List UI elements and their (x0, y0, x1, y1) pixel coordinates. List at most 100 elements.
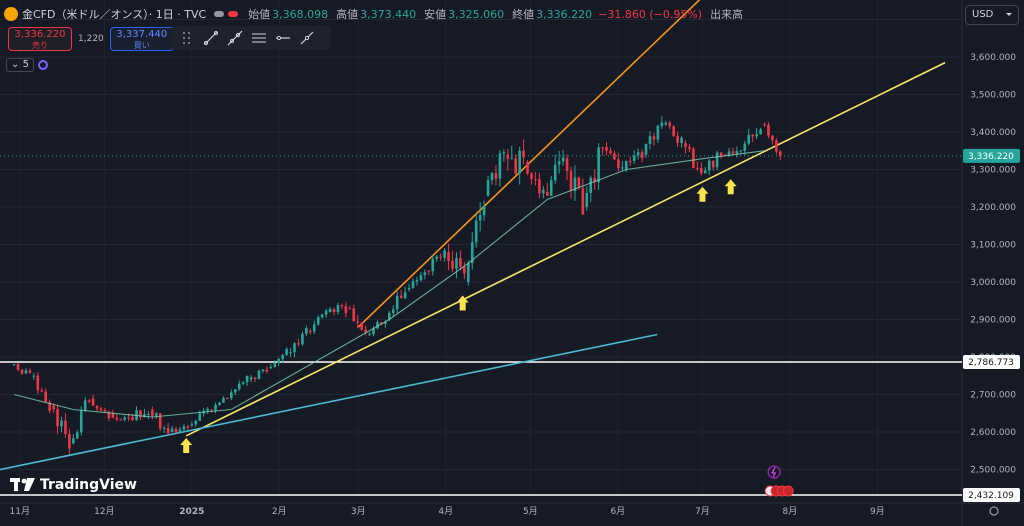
support-arrow-icon (696, 186, 709, 202)
candle-down (767, 124, 770, 136)
price-tag-label: 3,336.220 (968, 152, 1014, 162)
candle-up (261, 369, 265, 372)
visibility-toggle-icon[interactable] (214, 11, 225, 17)
event-lightning-icon[interactable] (767, 465, 781, 479)
tradingview-mark-icon (10, 478, 35, 491)
buy-price: 3,337.440 (116, 29, 168, 40)
candle-up (431, 258, 435, 272)
candle-up (376, 322, 379, 329)
candle-up (170, 428, 174, 433)
support-arrow-icon (456, 295, 469, 311)
candle-down (522, 150, 525, 158)
indicator-status-icon[interactable] (37, 60, 48, 70)
price-tag-label: 2,432.109 (968, 491, 1014, 501)
buy-label: 買い (133, 41, 150, 50)
candle-down (44, 391, 48, 403)
candle-up (372, 328, 375, 335)
y-tick-label: 2,900.000 (970, 316, 1016, 326)
candle-up (249, 377, 253, 380)
market-status-icon[interactable] (228, 11, 239, 17)
candle-up (324, 310, 328, 315)
trendline-blue[interactable] (0, 333, 658, 471)
horizontal-line-icon[interactable] (275, 30, 291, 46)
drag-handle-icon[interactable] (179, 30, 195, 46)
economic-event-icon[interactable] (782, 485, 794, 497)
low-value: 3,325.060 (448, 7, 505, 21)
candle-down (107, 411, 111, 419)
candle-up (198, 413, 202, 421)
support-arrow-icon (180, 438, 193, 454)
candle-down (763, 124, 766, 126)
y-tick-label: 2,700.000 (970, 391, 1016, 401)
candle-up (143, 414, 146, 418)
parallel-channel-icon[interactable] (251, 30, 267, 46)
candle-up (218, 402, 221, 405)
extended-line-icon[interactable] (299, 30, 315, 46)
candle-down (447, 252, 450, 261)
candle-up (411, 281, 415, 288)
indicator-count-value: 5 (22, 59, 29, 70)
y-tick-label: 3,600.000 (970, 53, 1016, 63)
symbol-title[interactable]: 金CFD（米ドル／オンス）· 1日 · TVC (22, 8, 207, 21)
candle-up (648, 136, 652, 144)
candle-down (119, 419, 123, 421)
candle-down (719, 152, 723, 157)
sell-button[interactable]: 3,336.220 売り (8, 27, 72, 51)
candle-up (403, 292, 407, 299)
candle-down (158, 413, 162, 429)
candle-down (380, 322, 383, 324)
candle-up (230, 392, 233, 399)
buy-button[interactable]: 3,337.440 買い (109, 27, 174, 51)
candle-down (265, 369, 269, 372)
candle-up (336, 305, 340, 313)
candle-up (83, 400, 87, 411)
candle-up (277, 359, 281, 363)
trend-line-icon[interactable] (203, 30, 219, 46)
candle-down (16, 364, 20, 370)
currency-select[interactable]: USD (965, 5, 1019, 25)
candle-up (320, 314, 324, 318)
candle-down (605, 147, 608, 151)
candle-down (95, 405, 99, 409)
candle-down (593, 177, 596, 183)
candle-down (48, 402, 51, 411)
candle-up (269, 367, 273, 369)
candle-down (99, 408, 103, 410)
x-tick-label: 5月 (523, 506, 538, 517)
ray-line-icon[interactable] (227, 30, 243, 46)
candle-up (12, 364, 16, 366)
candle-down (226, 397, 229, 399)
candle-up (573, 177, 577, 192)
candle-up (518, 150, 521, 174)
candle-up (222, 397, 225, 403)
candle-up (123, 417, 126, 420)
high-value: 3,373.440 (360, 7, 417, 21)
candle-up (190, 424, 194, 426)
candle-up (435, 256, 439, 259)
candle-up (739, 150, 743, 152)
trendline-yellow[interactable] (185, 61, 946, 437)
candle-up (755, 134, 758, 137)
candle-up (490, 173, 494, 181)
candle-down (344, 306, 348, 314)
candle-up (423, 272, 427, 276)
candle-down (775, 140, 778, 152)
candle-up (395, 295, 399, 310)
gold-symbol-icon (4, 7, 18, 21)
candle-up (384, 321, 387, 324)
brand-name: TradingView (40, 477, 137, 493)
candle-up (214, 404, 217, 411)
candle-up (301, 333, 304, 345)
trendline-orange[interactable] (357, 0, 702, 328)
level-price-tag (963, 488, 1020, 502)
indicator-count[interactable]: ⌄ 5 (6, 58, 34, 72)
candle-down (779, 151, 782, 156)
chart-settings-icon[interactable] (989, 506, 999, 516)
candle-down (103, 409, 107, 412)
x-tick-label: 12月 (94, 506, 114, 517)
candle-up (419, 275, 423, 280)
spread-value: 1,220 (78, 34, 104, 44)
candle-down (617, 159, 620, 169)
